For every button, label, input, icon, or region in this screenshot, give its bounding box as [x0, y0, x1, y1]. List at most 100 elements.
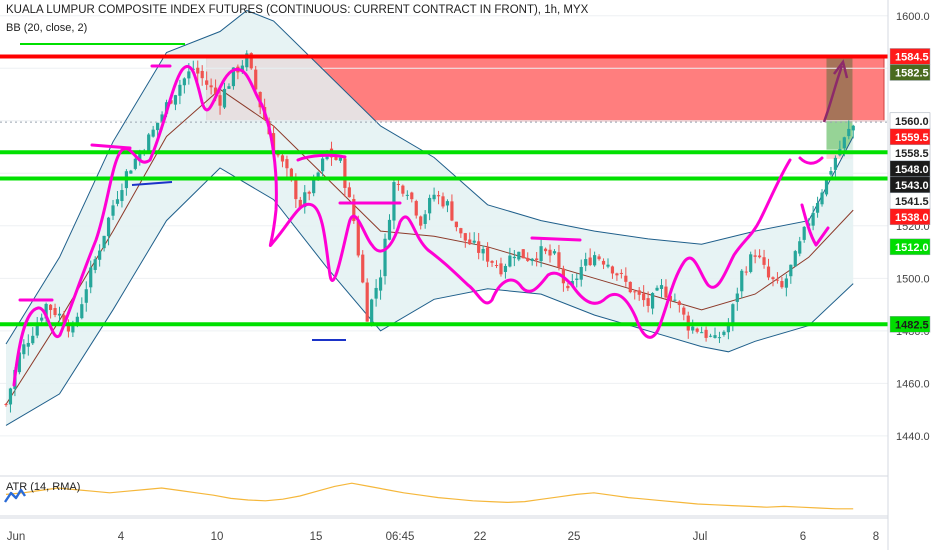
projection-arrowhead — [833, 59, 849, 79]
candle-body — [588, 257, 592, 266]
candle-body — [93, 259, 97, 270]
candle-body — [664, 286, 668, 298]
hand-drawn-mark — [296, 153, 347, 162]
candle-body — [245, 53, 249, 68]
candle-body — [187, 71, 191, 79]
candle-body — [8, 388, 13, 405]
candle-body — [151, 129, 155, 137]
atr-label[interactable]: ATR (14, RMA) — [6, 481, 81, 493]
candle-body — [637, 290, 641, 295]
price-label: 1548.0 — [895, 164, 929, 176]
candle-body — [682, 307, 686, 315]
candle-body — [815, 202, 820, 213]
candle-body — [173, 95, 178, 105]
price-label-box — [889, 208, 931, 226]
candle-body — [53, 308, 57, 316]
candle-body — [450, 201, 454, 221]
candle-body — [254, 69, 258, 90]
indicator-label[interactable]: BB (20, close, 2) — [6, 22, 88, 34]
candle-body — [387, 219, 392, 240]
candle-body — [71, 324, 75, 333]
price-label-box — [889, 316, 931, 333]
candle-body — [374, 287, 378, 299]
candle-body — [378, 277, 383, 291]
candle-body — [410, 192, 414, 200]
candle-body — [472, 240, 476, 243]
candle-body — [508, 255, 512, 267]
candle-body — [775, 279, 780, 281]
candle-body — [584, 259, 588, 266]
candle-body — [57, 313, 62, 316]
candle-body — [847, 128, 851, 137]
candle-body — [312, 177, 316, 194]
candle-body — [606, 264, 610, 267]
time-tick-label: Jun — [7, 531, 26, 543]
candle-body — [619, 272, 623, 274]
price-label: 1584.5 — [895, 51, 929, 63]
time-tick-label: 4 — [118, 531, 125, 543]
candle-body — [35, 323, 39, 336]
candle-body — [749, 254, 753, 272]
candle-body — [735, 293, 739, 302]
candle-body — [213, 87, 218, 95]
candle-body — [102, 235, 106, 249]
candle-body — [463, 233, 467, 241]
candle-body — [668, 295, 673, 301]
candle-body — [120, 190, 124, 202]
candle-body — [298, 199, 302, 208]
bb-lower — [5, 167, 854, 426]
candle-body — [499, 263, 503, 275]
time-tick-label: 6 — [800, 531, 806, 543]
candle-body — [833, 157, 838, 170]
candle-body — [650, 293, 655, 309]
logo-icon — [4, 488, 26, 503]
candle-body — [615, 273, 619, 276]
hand-drawn-mark — [530, 236, 582, 242]
candle-body — [414, 201, 418, 216]
price-tick-label: 1460.0 — [896, 378, 930, 390]
candle-body — [75, 316, 79, 324]
candle-body — [490, 260, 494, 263]
candle-body — [548, 249, 552, 256]
candle-body — [419, 216, 423, 226]
candle-body — [62, 315, 66, 326]
candle-body — [700, 332, 704, 334]
candle-body — [731, 304, 735, 325]
candle-body — [343, 158, 347, 188]
support-dash — [131, 181, 173, 186]
price-label: 1543.0 — [895, 180, 929, 192]
candle-body — [829, 171, 833, 175]
candle-body — [106, 217, 111, 237]
candle-body — [98, 250, 102, 260]
candle-body — [347, 187, 351, 198]
candle-body — [557, 252, 561, 268]
candle-body — [129, 170, 133, 174]
candle-body — [111, 205, 115, 216]
candle-body — [762, 257, 766, 265]
candle-body — [659, 285, 664, 289]
candle-body — [66, 325, 71, 332]
candle-body — [428, 197, 432, 214]
hand-drawn-mark — [12, 65, 792, 387]
candle-body — [321, 158, 325, 172]
candle-body — [566, 285, 570, 289]
candle-body — [543, 248, 548, 252]
candle-body — [352, 198, 356, 222]
price-label: 1512.0 — [895, 242, 929, 254]
candle-body — [624, 275, 628, 282]
candle-body — [178, 84, 182, 96]
candle-body — [708, 335, 713, 337]
time-tick-label: Jul — [693, 531, 708, 543]
candle-body — [89, 267, 93, 288]
candle-body — [454, 221, 458, 228]
candle-body — [316, 172, 320, 178]
candle-body — [512, 256, 516, 259]
candle-body — [780, 281, 784, 288]
candle-body — [249, 53, 253, 69]
candle-body — [432, 194, 436, 200]
hand-drawn-mark — [800, 203, 830, 247]
price-label: 1582.5 — [895, 67, 929, 79]
candle-body — [160, 114, 164, 122]
candle-body — [766, 266, 771, 278]
